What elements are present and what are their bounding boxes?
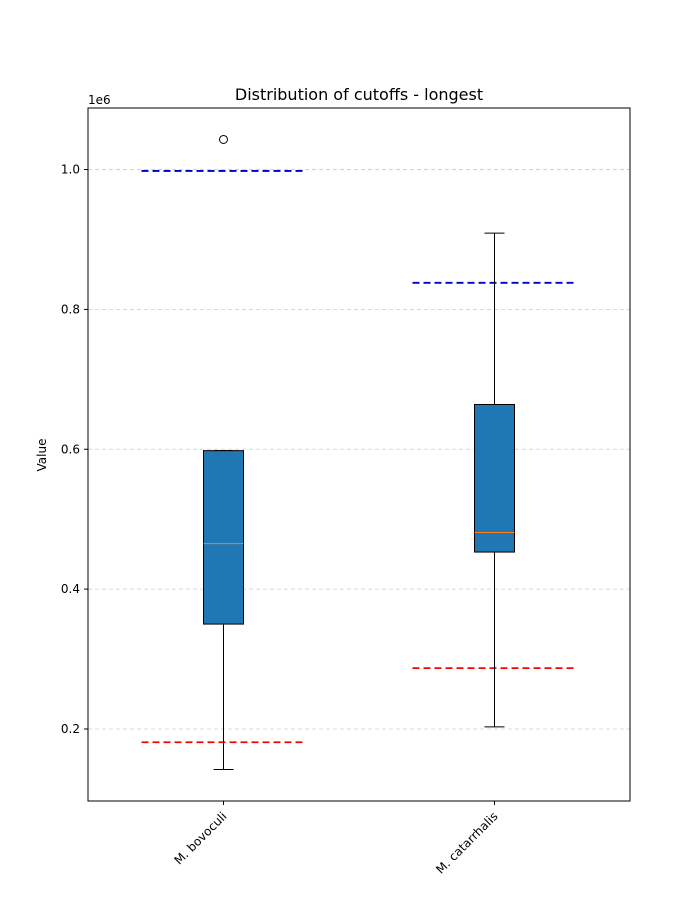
y-axis-offset-text: 1e6: [88, 93, 111, 107]
x-tick-label: M. bovoculi: [171, 809, 229, 867]
outlier-point: [219, 134, 228, 144]
iqr-box: [474, 404, 515, 553]
y-tick-label: 0.2: [61, 722, 80, 736]
grid-lines: [88, 169, 630, 730]
y-tick-label: 0.8: [61, 302, 80, 316]
x-tick-label: M. catarrhalis: [433, 809, 500, 876]
y-tick-label: 1.0: [61, 163, 80, 177]
iqr-box: [203, 450, 244, 625]
y-tick-label: 0.4: [61, 582, 80, 596]
y-tick-label: 0.6: [61, 442, 80, 456]
y-axis: 0.2 0.4 0.6 0.8 1.0: [61, 163, 88, 736]
plot-area-frame: [87, 107, 631, 802]
chart-title: Distribution of cutoffs - longest: [235, 85, 483, 104]
y-axis-label: Value: [35, 439, 49, 472]
x-axis: M. bovoculi M. catarrhalis: [171, 801, 501, 877]
box-plots: [203, 134, 515, 771]
